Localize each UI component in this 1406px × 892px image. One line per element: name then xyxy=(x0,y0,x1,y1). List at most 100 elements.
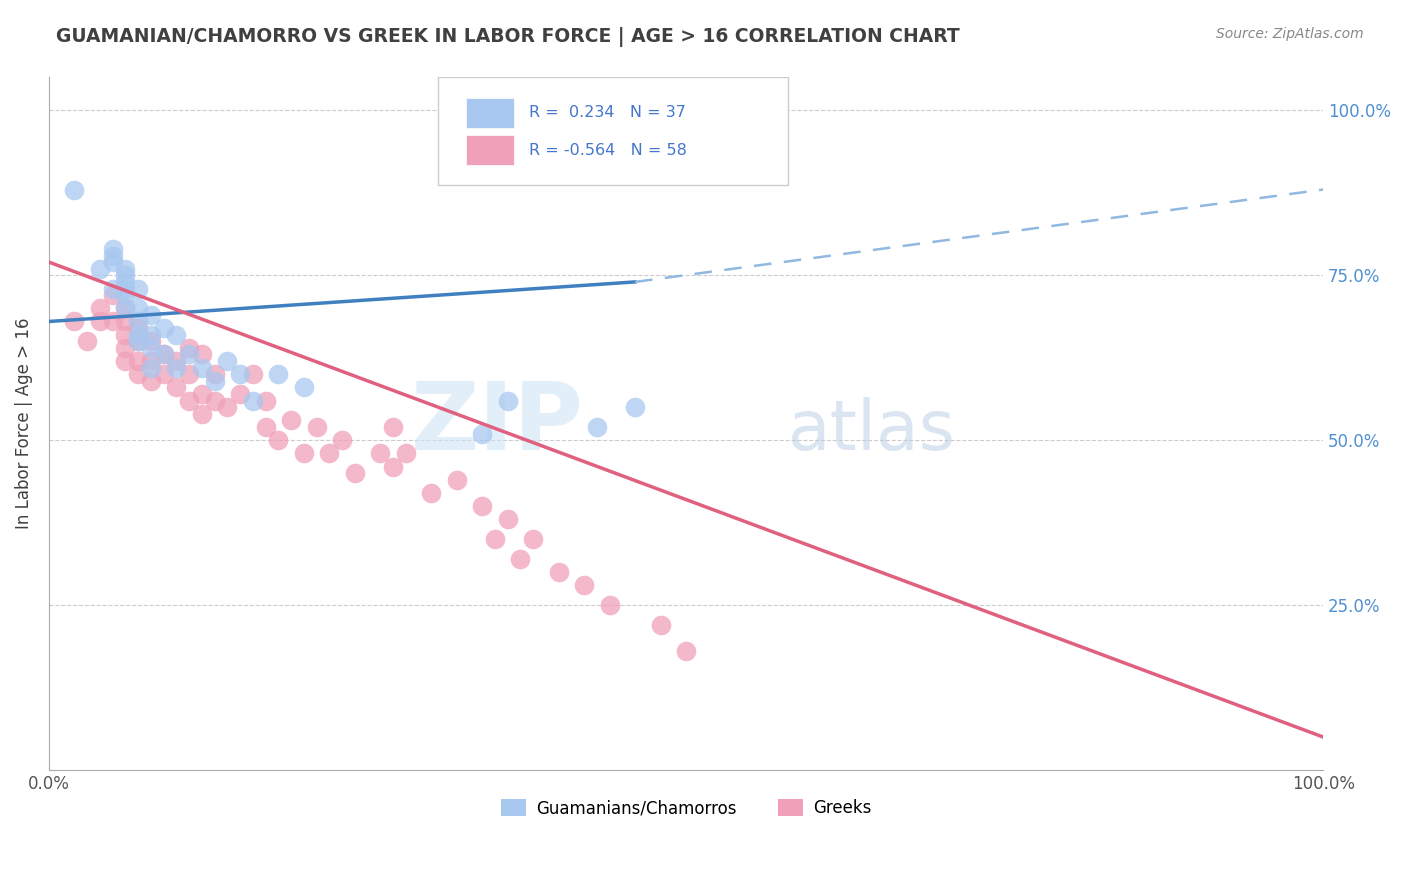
Point xyxy=(280,413,302,427)
Point xyxy=(63,183,86,197)
Point xyxy=(484,532,506,546)
Point xyxy=(127,368,149,382)
Point xyxy=(139,354,162,368)
Point xyxy=(127,321,149,335)
Point xyxy=(330,434,353,448)
Point xyxy=(343,466,366,480)
Text: GUAMANIAN/CHAMORRO VS GREEK IN LABOR FORCE | AGE > 16 CORRELATION CHART: GUAMANIAN/CHAMORRO VS GREEK IN LABOR FOR… xyxy=(56,27,960,46)
Point xyxy=(382,459,405,474)
Point xyxy=(127,354,149,368)
Point xyxy=(101,255,124,269)
Point xyxy=(242,368,264,382)
Point xyxy=(127,281,149,295)
Point xyxy=(267,434,290,448)
Point xyxy=(101,281,124,295)
Point xyxy=(420,486,443,500)
Point xyxy=(368,446,391,460)
Text: R =  0.234   N = 37: R = 0.234 N = 37 xyxy=(529,105,686,120)
Point xyxy=(139,341,162,355)
Point xyxy=(152,321,174,335)
Point xyxy=(204,393,226,408)
Point xyxy=(165,327,187,342)
Point xyxy=(114,314,136,328)
Point xyxy=(624,401,647,415)
Point xyxy=(139,308,162,322)
Y-axis label: In Labor Force | Age > 16: In Labor Force | Age > 16 xyxy=(15,318,32,530)
Point xyxy=(318,446,340,460)
Point xyxy=(191,347,214,361)
Point xyxy=(191,387,214,401)
Point xyxy=(382,420,405,434)
Point xyxy=(127,334,149,349)
Point xyxy=(114,261,136,276)
Point xyxy=(114,354,136,368)
Point xyxy=(446,473,468,487)
Point xyxy=(101,314,124,328)
Point xyxy=(114,341,136,355)
Point xyxy=(471,426,494,441)
Point xyxy=(139,360,162,375)
Point xyxy=(292,446,315,460)
Point xyxy=(76,334,98,349)
Point xyxy=(204,374,226,388)
Point xyxy=(217,401,239,415)
Point xyxy=(179,347,201,361)
Point xyxy=(179,368,201,382)
Bar xyxy=(465,97,515,128)
Point xyxy=(650,618,672,632)
Point xyxy=(204,368,226,382)
Point xyxy=(292,380,315,394)
Point xyxy=(471,499,494,513)
Point xyxy=(191,360,214,375)
Point xyxy=(101,288,124,302)
Text: Source: ZipAtlas.com: Source: ZipAtlas.com xyxy=(1216,27,1364,41)
Point xyxy=(114,301,136,316)
Point xyxy=(139,374,162,388)
Point xyxy=(89,301,111,316)
Point xyxy=(229,387,252,401)
Point xyxy=(89,261,111,276)
Point xyxy=(179,393,201,408)
Point xyxy=(127,327,149,342)
Point xyxy=(572,578,595,592)
Point xyxy=(496,512,519,526)
Point xyxy=(114,301,136,316)
Bar xyxy=(465,135,515,165)
Point xyxy=(254,420,277,434)
Point xyxy=(165,354,187,368)
Point xyxy=(114,275,136,289)
Point xyxy=(152,347,174,361)
Point xyxy=(127,314,149,328)
Point xyxy=(114,281,136,295)
Point xyxy=(217,354,239,368)
Point xyxy=(139,334,162,349)
Point xyxy=(114,268,136,283)
Point xyxy=(191,407,214,421)
Text: atlas: atlas xyxy=(787,397,956,464)
Point xyxy=(179,341,201,355)
Point xyxy=(165,380,187,394)
Point xyxy=(509,552,531,566)
Point xyxy=(586,420,609,434)
Point xyxy=(127,301,149,316)
Point xyxy=(114,327,136,342)
Text: R = -0.564   N = 58: R = -0.564 N = 58 xyxy=(529,143,688,158)
Point xyxy=(152,347,174,361)
FancyBboxPatch shape xyxy=(437,78,787,185)
Point xyxy=(395,446,418,460)
Point xyxy=(114,288,136,302)
Point xyxy=(547,565,569,579)
Point xyxy=(675,644,697,658)
Point xyxy=(496,393,519,408)
Legend: Guamanians/Chamorros, Greeks: Guamanians/Chamorros, Greeks xyxy=(494,792,877,824)
Point xyxy=(254,393,277,408)
Point xyxy=(89,314,111,328)
Point xyxy=(242,393,264,408)
Point xyxy=(63,314,86,328)
Point xyxy=(599,598,621,612)
Point xyxy=(305,420,328,434)
Point xyxy=(127,334,149,349)
Point xyxy=(152,368,174,382)
Point xyxy=(229,368,252,382)
Point xyxy=(139,327,162,342)
